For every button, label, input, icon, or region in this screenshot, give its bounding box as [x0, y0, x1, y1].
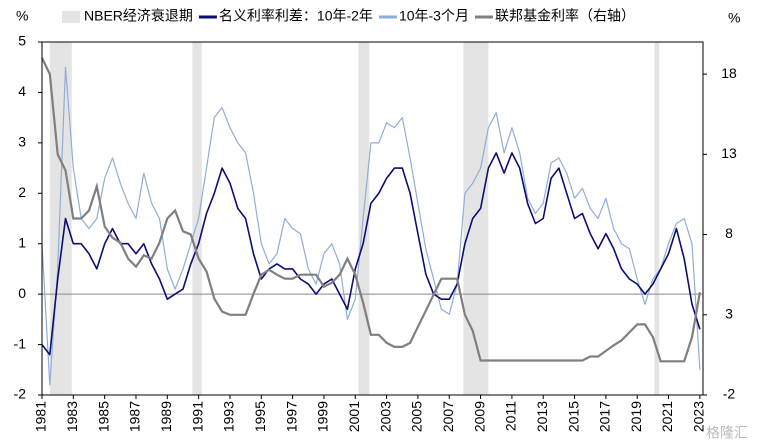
y-tick-label: 0	[18, 285, 26, 301]
y-tick-label: 2	[18, 184, 26, 200]
x-tick-label: 1989	[158, 401, 174, 432]
y2-tick-label: 3	[725, 305, 733, 321]
y-tick-label: -1	[14, 335, 27, 351]
x-tick-label: 2023	[691, 401, 707, 432]
legend-label: 10年-3个月	[399, 8, 469, 24]
x-tick-label: 2009	[471, 401, 487, 432]
y2-tick-label: 13	[721, 145, 737, 161]
legend-swatch	[62, 11, 80, 23]
x-tick-label: 1999	[315, 401, 331, 432]
legend-label: 名义利率利差：10年-2年	[219, 8, 373, 24]
x-tick-label: 1987	[127, 401, 143, 432]
legend-label: 联邦基金利率（右轴）	[495, 8, 635, 24]
recession-band	[654, 42, 660, 395]
series-line	[41, 152, 701, 356]
x-tick-label: 1981	[33, 401, 49, 432]
y2-tick-label: 18	[721, 65, 737, 81]
y2-tick-label: 8	[725, 225, 733, 241]
legend-label: NBER经济衰退期	[84, 8, 193, 24]
x-tick-label: 2007	[440, 401, 456, 432]
recession-band	[192, 42, 202, 395]
plot-frame	[41, 41, 704, 396]
x-tick-label: 1995	[252, 401, 268, 432]
x-tick-label: 2001	[346, 401, 362, 432]
y-unit: %	[16, 8, 28, 24]
watermark: 格隆汇	[706, 425, 748, 441]
y-tick-label: -2	[14, 386, 27, 402]
x-tick-label: 1985	[95, 401, 111, 432]
y-tick-label: 5	[18, 33, 26, 49]
y2-unit: %	[728, 10, 740, 26]
recession-band	[463, 42, 489, 395]
y-tick-label: 1	[18, 234, 26, 250]
x-tick-label: 2013	[534, 401, 550, 432]
x-tick-label: 2019	[628, 401, 644, 432]
x-tick-label: 2003	[377, 401, 393, 432]
y2-tick-label: -2	[723, 386, 736, 402]
x-tick-label: 1991	[189, 401, 205, 432]
x-tick-label: 2005	[409, 401, 425, 432]
x-tick-label: 2021	[659, 401, 675, 432]
y-tick-label: 3	[18, 134, 26, 150]
x-tick-label: 2015	[565, 401, 581, 432]
y-tick-label: 4	[18, 83, 26, 99]
x-tick-label: 1993	[221, 401, 237, 432]
series-line	[41, 57, 701, 363]
x-tick-label: 2017	[597, 401, 613, 432]
series-line	[41, 66, 701, 386]
x-tick-label: 1997	[283, 401, 299, 432]
recession-band	[358, 42, 370, 395]
x-tick-label: 2011	[503, 401, 519, 431]
x-tick-label: 1983	[64, 401, 80, 432]
